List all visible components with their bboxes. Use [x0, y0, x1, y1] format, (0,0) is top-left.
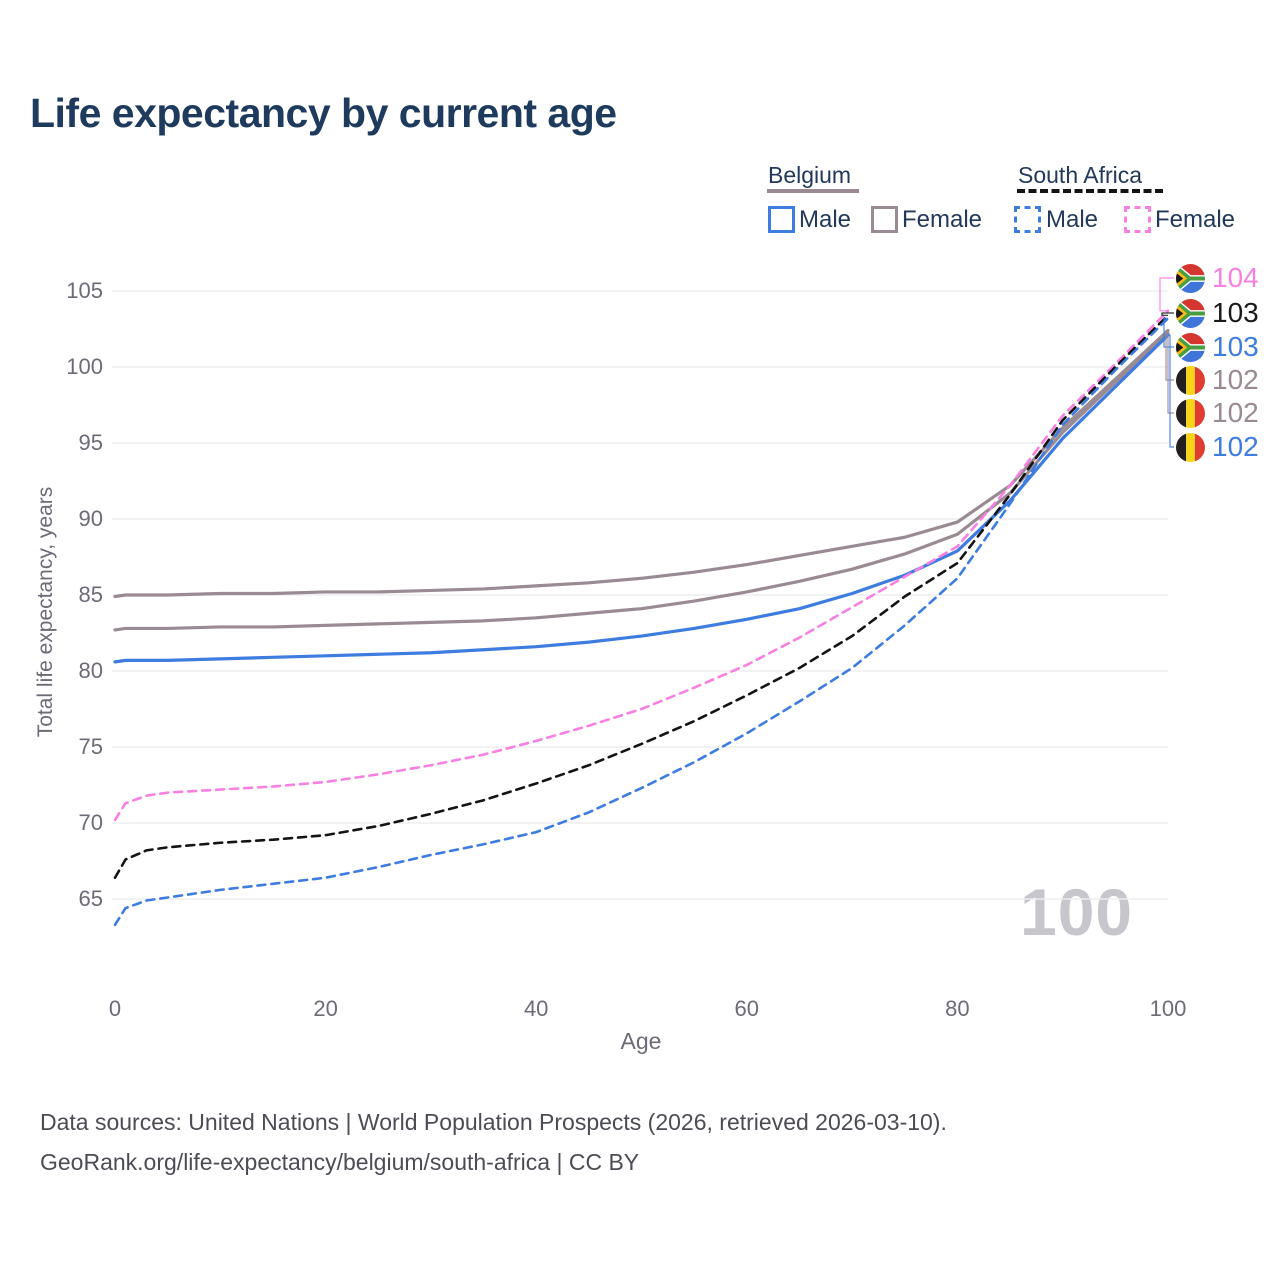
be-flag-icon: [1176, 433, 1205, 462]
series-end-value: 103: [1212, 297, 1259, 328]
be-flag-icon: [1176, 399, 1205, 428]
za-flag-icon: [1176, 333, 1205, 362]
za-flag-icon: [1176, 299, 1205, 328]
y-tick-label-70: 70: [78, 810, 103, 835]
end-label-connector: [1159, 277, 1174, 312]
end-label-connector: [1167, 333, 1174, 414]
x-tick-label-0: 0: [108, 996, 122, 1021]
legend-belgium-female-checkbox[interactable]: [871, 206, 898, 233]
legend-south-africa-title: South Africa: [1018, 162, 1143, 188]
legend-belgium-female-label[interactable]: Female: [902, 206, 983, 233]
y-tick-label-65: 65: [78, 886, 103, 911]
y-tick-label-85: 85: [78, 582, 103, 607]
series-end-value: 102: [1212, 364, 1259, 395]
footer-attribution-link: GeoRank.org/life-expectancy/belgium/sout…: [40, 1149, 640, 1175]
series-line-belgium-both-sexes: [113, 331, 1170, 632]
series-line-south-africa-female: [113, 309, 1170, 822]
y-tick-label-105: 105: [66, 278, 103, 303]
legend-south-africa-female-label[interactable]: Female: [1155, 206, 1236, 233]
za-flag-icon: [1176, 264, 1205, 293]
series-end-value: 102: [1212, 397, 1259, 428]
y-tick-label-90: 90: [78, 506, 103, 531]
series-line-south-africa-male: [113, 317, 1170, 927]
x-tick-label-20: 20: [313, 996, 338, 1021]
chart-title: Life expectancy by current age: [30, 90, 617, 136]
legend-belgium-male-checkbox[interactable]: [768, 206, 795, 233]
x-tick-label-100: 100: [1149, 996, 1187, 1021]
series-end-value: 102: [1212, 431, 1259, 462]
end-label-connector: [1168, 334, 1174, 448]
series-end-row: 104: [1176, 263, 1259, 293]
legend-south-africa-male-label[interactable]: Male: [1046, 206, 1099, 233]
series-end-row: 102: [1176, 432, 1259, 462]
legend-south-africa-male-checkbox[interactable]: [1014, 206, 1041, 233]
be-flag-icon: [1176, 366, 1205, 395]
legend-south-africa-female-checkbox[interactable]: [1124, 206, 1151, 233]
series-end-row: 103: [1176, 332, 1259, 362]
y-tick-label-75: 75: [78, 734, 103, 759]
series-end-value: 104: [1212, 262, 1259, 293]
series-end-row: 102: [1176, 398, 1259, 428]
end-label-connector: [1163, 317, 1174, 348]
series-end-row: 103: [1176, 298, 1259, 328]
end-label-connector: [1161, 312, 1174, 316]
y-tick-label-95: 95: [78, 430, 103, 455]
x-axis-title: Age: [620, 1028, 662, 1054]
legend-south-africa-underline: [1017, 189, 1163, 193]
x-tick-label-80: 80: [945, 996, 970, 1021]
x-tick-label-60: 60: [734, 996, 760, 1021]
series-line-south-africa-both-sexes: [113, 314, 1170, 880]
y-tick-label-100: 100: [66, 354, 103, 379]
legend-belgium-title: Belgium: [768, 162, 852, 188]
legend-belgium-male-label[interactable]: Male: [799, 206, 852, 233]
series-line-belgium-female: [113, 328, 1170, 599]
footer-data-sources: Data sources: United Nations | World Pop…: [40, 1109, 947, 1135]
series-end-row: 102: [1176, 365, 1259, 395]
series-line-belgium-male: [113, 333, 1170, 664]
age-watermark: 100: [1020, 875, 1134, 949]
x-tick-label-40: 40: [523, 996, 549, 1021]
legend-belgium-underline: [767, 189, 859, 193]
y-tick-label-80: 80: [78, 658, 103, 683]
series-end-value: 103: [1212, 331, 1259, 362]
